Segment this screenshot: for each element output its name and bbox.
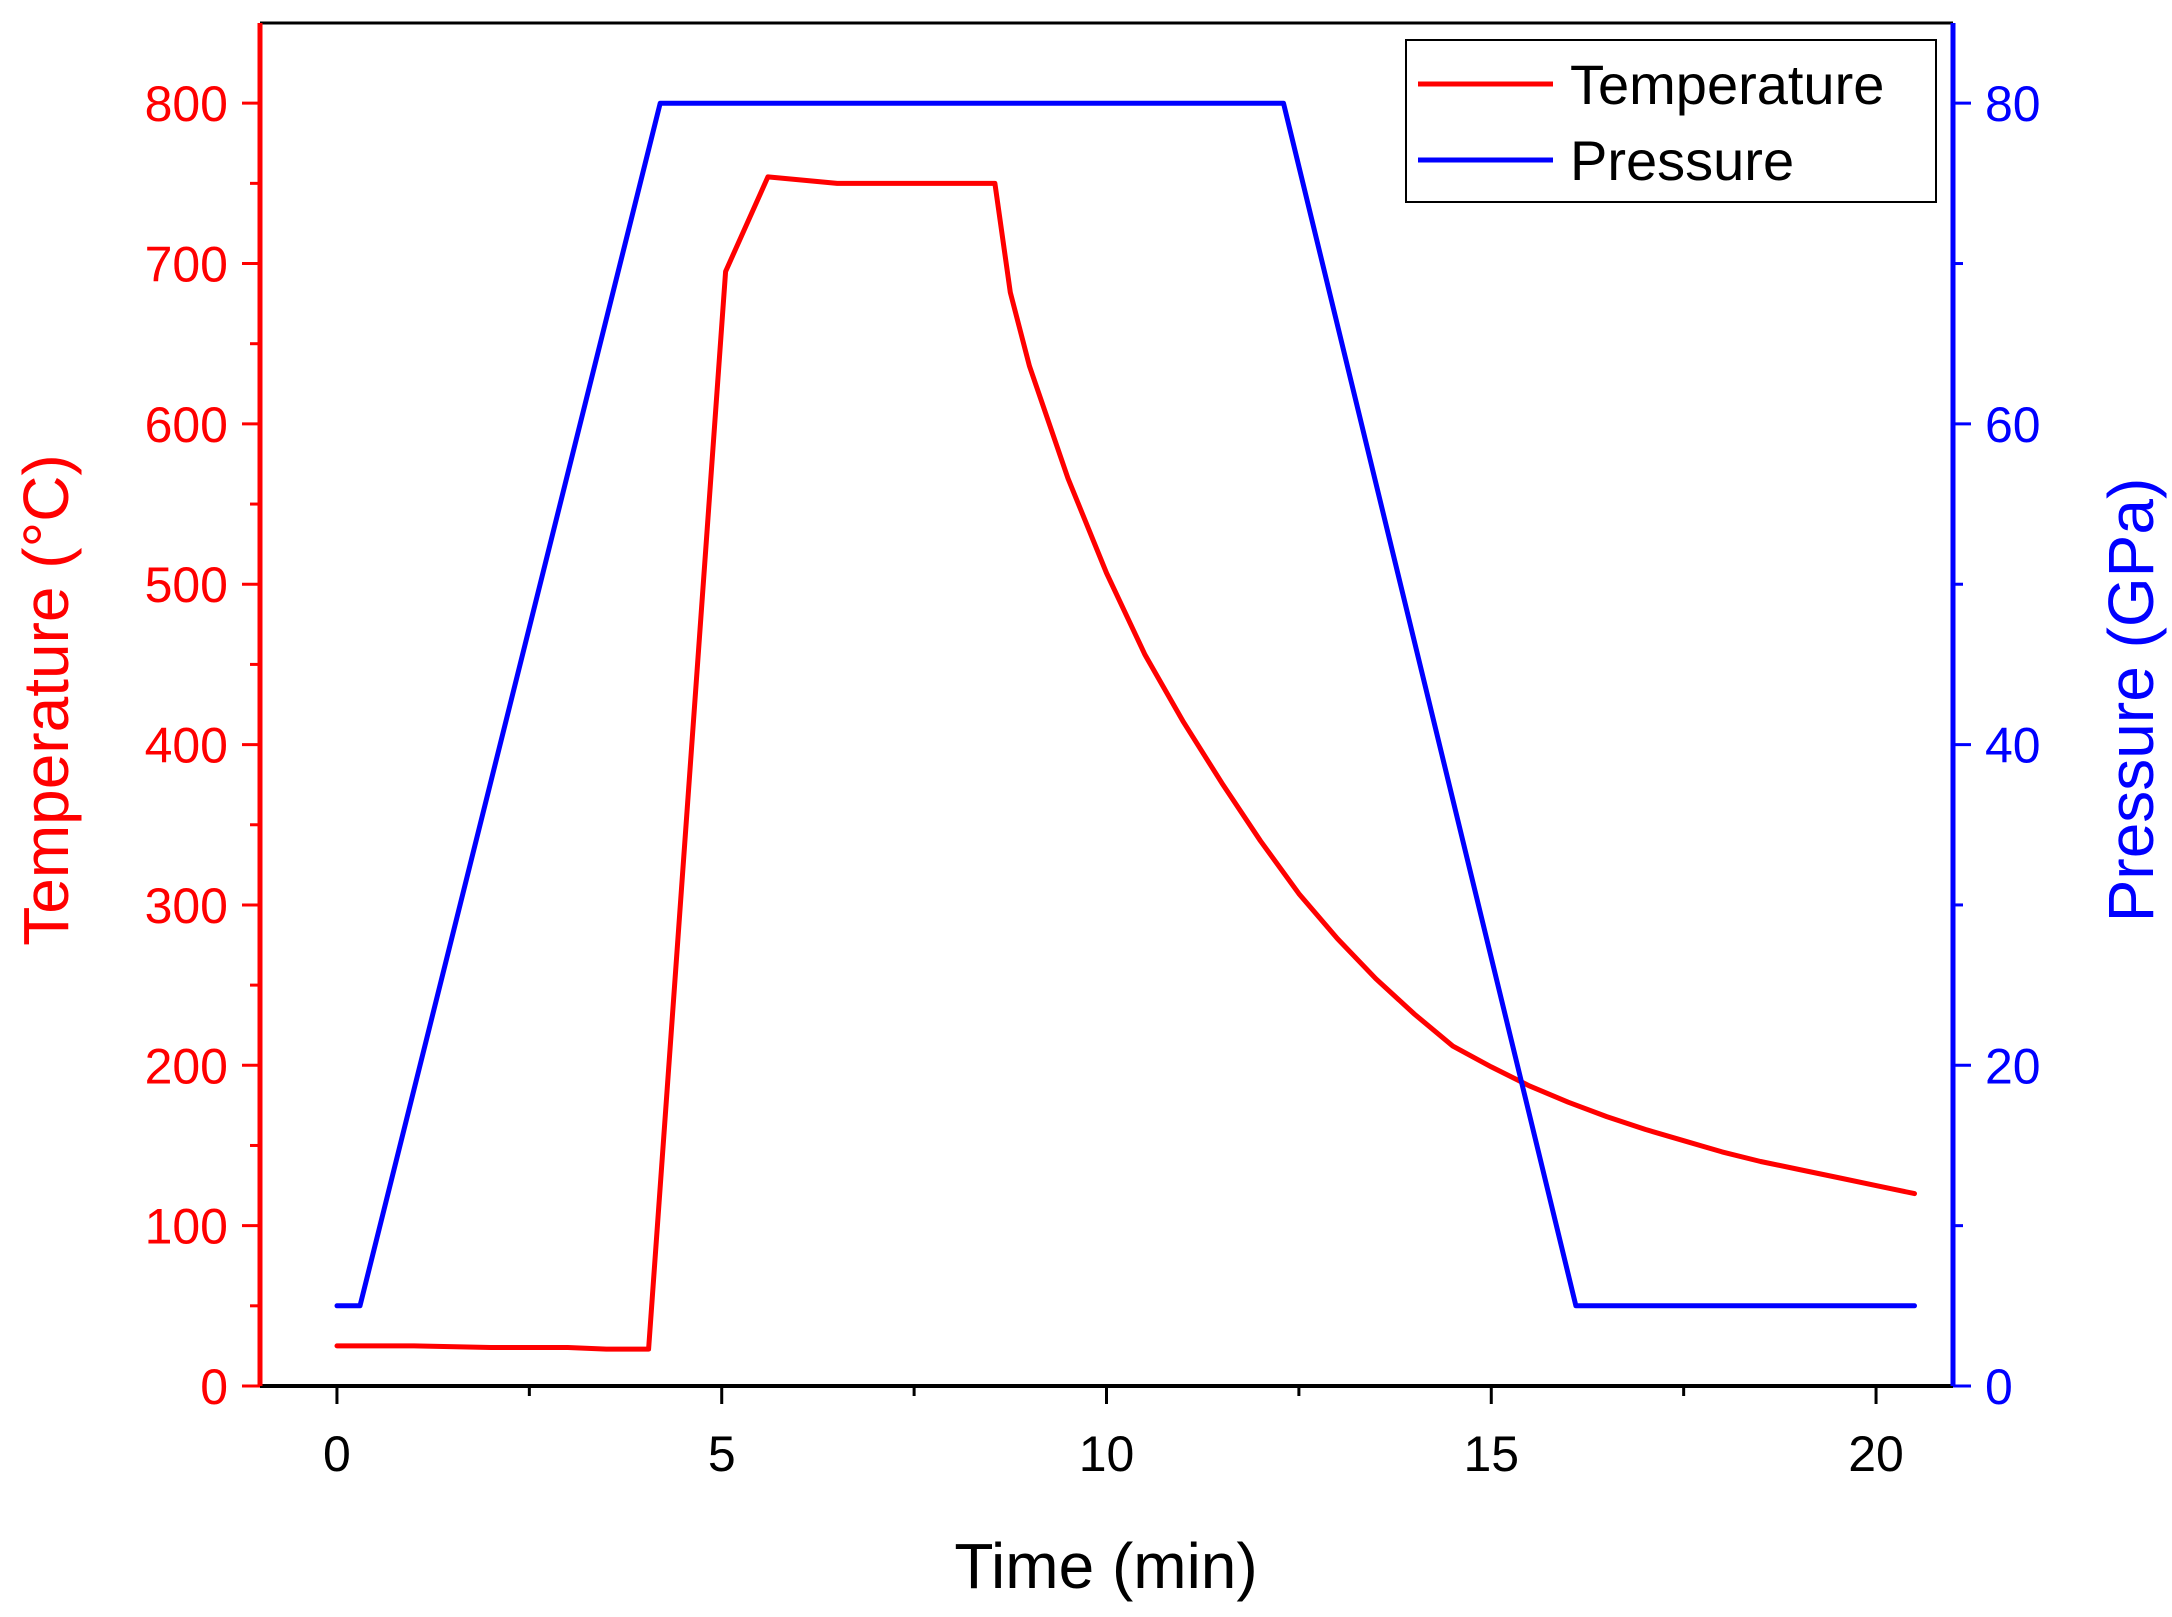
y-left-tick-label: 600 — [145, 397, 228, 453]
x-tick-label: 15 — [1463, 1426, 1519, 1482]
y-right-tick-label: 80 — [1985, 76, 2041, 132]
series-line-temperature — [334, 174, 1917, 1352]
x-tick-label: 10 — [1079, 1426, 1135, 1482]
y-left-tick-label: 400 — [145, 718, 228, 774]
y-right-tick-label: 20 — [1985, 1038, 2041, 1094]
legend-label-pressure: Pressure — [1570, 129, 1794, 192]
y-right-tick-label: 60 — [1985, 397, 2041, 453]
y-right-tick-label: 0 — [1985, 1359, 2013, 1415]
legend-label-temperature: Temperature — [1570, 53, 1884, 116]
y-axis-left-title: Temperature (°C) — [10, 454, 82, 946]
x-axis-title: Time (min) — [954, 1530, 1257, 1602]
y-left-tick-label: 0 — [200, 1359, 228, 1415]
x-tick-label: 0 — [323, 1426, 351, 1482]
legend: Temperature Pressure — [1405, 39, 1937, 203]
y-left-tick-label: 300 — [145, 878, 228, 934]
series-line-pressure — [334, 100, 1917, 1309]
y-left-tick-label: 200 — [145, 1038, 228, 1094]
y-left-tick-label: 500 — [145, 557, 228, 613]
y-left-tick-label: 100 — [145, 1199, 228, 1255]
x-tick-label: 20 — [1848, 1426, 1904, 1482]
legend-box — [1405, 39, 1937, 203]
y-left-tick-label: 700 — [145, 237, 228, 293]
y-left-tick-label: 800 — [145, 76, 228, 132]
y-right-tick-label: 40 — [1985, 718, 2041, 774]
y-axis-right-title: Pressure (GPa) — [2095, 478, 2167, 923]
x-tick-label: 5 — [708, 1426, 736, 1482]
